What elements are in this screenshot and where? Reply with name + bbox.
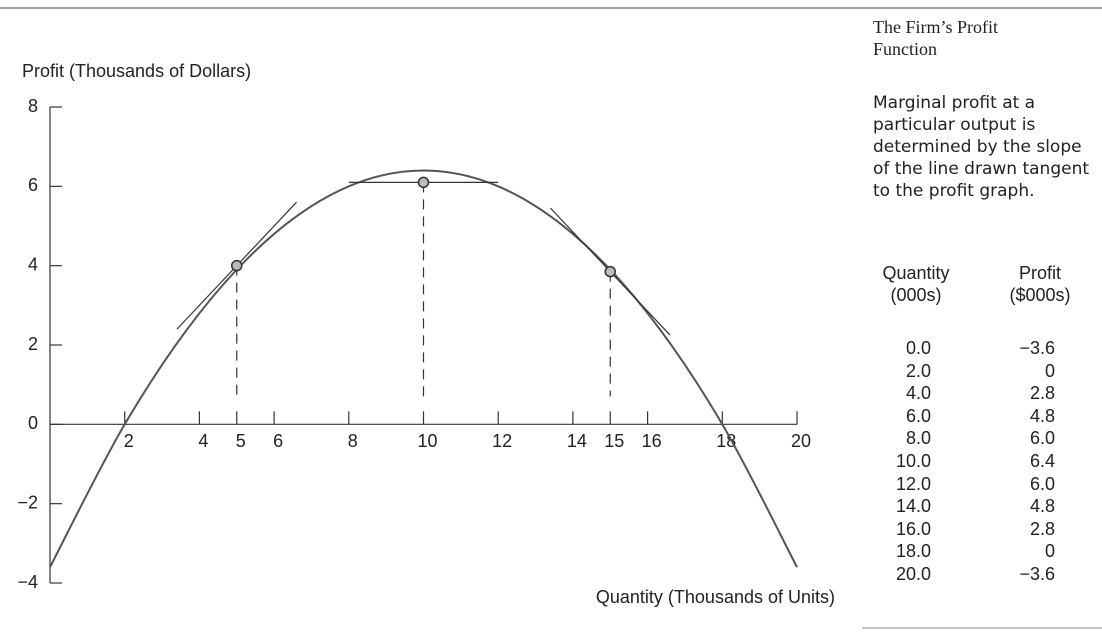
panel-title: The Firm’s Profit Function — [873, 17, 998, 59]
tangent-point — [231, 259, 243, 272]
table-cell: 6.0 — [1029, 428, 1055, 449]
caption: Marginal profit at a particular output i… — [873, 93, 1090, 201]
x-tick-label: 4 — [198, 431, 208, 451]
table-cell: 2.8 — [1029, 383, 1055, 404]
x-tick-label: 18 — [716, 431, 736, 451]
table-cell: 0.0 — [905, 338, 931, 358]
table-header: Quantity (000s) — [882, 263, 950, 305]
table-cell: 0 — [1044, 360, 1055, 381]
table-cell: 0 — [1044, 541, 1055, 562]
x-tick-label: 15 — [604, 431, 624, 451]
x-axis-label: Quantity (Thousands of Units) — [596, 587, 835, 607]
table-cell: 10.0 — [895, 451, 931, 471]
x-tick-label: 16 — [642, 431, 662, 451]
table-cell: 6.4 — [1029, 451, 1055, 471]
x-tick-label: 14 — [567, 431, 587, 451]
profit-curve — [49, 169, 798, 568]
table-cell: 6.0 — [905, 405, 931, 426]
y-tick-label: 8 — [28, 96, 38, 116]
y-tick-label: 0 — [28, 413, 38, 433]
y-tick-label: 6 — [28, 175, 38, 195]
table-cell: −3.6 — [1019, 338, 1055, 358]
table-cell: −3.6 — [1019, 564, 1055, 584]
y-axis-label: Profit (Thousands of Dollars) — [22, 61, 251, 81]
table-cell: 4.8 — [1029, 405, 1055, 426]
x-tick-label: 12 — [492, 431, 512, 451]
x-tick-label: 2 — [124, 431, 134, 451]
x-tick-label: 20 — [791, 431, 811, 451]
y-tick-label: 2 — [28, 334, 38, 354]
x-tick-label: 5 — [236, 431, 246, 451]
y-tick-label: 4 — [28, 254, 38, 274]
table-cell: 4.8 — [1029, 496, 1055, 517]
table-cell: 18.0 — [895, 541, 931, 562]
tangent-point — [604, 265, 616, 278]
x-tick-label: 10 — [417, 431, 437, 451]
table-cell: 20.0 — [895, 564, 931, 584]
table-cell: 6.0 — [1029, 473, 1055, 494]
table-cell: 8.0 — [905, 428, 931, 449]
table-cell: 4.0 — [905, 383, 931, 404]
table-cell: 2.0 — [905, 360, 931, 381]
y-tick-label: −2 — [17, 492, 38, 512]
table-cell: 14.0 — [895, 496, 931, 517]
table-cell: 12.0 — [895, 473, 931, 494]
table-cell: 16.0 — [895, 518, 931, 539]
x-tick-label: 6 — [273, 431, 283, 451]
x-tick-label: 8 — [348, 431, 358, 451]
table-header: Profit ($000s) — [1009, 263, 1071, 305]
table-cell: 2.8 — [1029, 518, 1055, 539]
y-tick-label: −4 — [17, 572, 38, 592]
tangent-point — [417, 176, 430, 189]
